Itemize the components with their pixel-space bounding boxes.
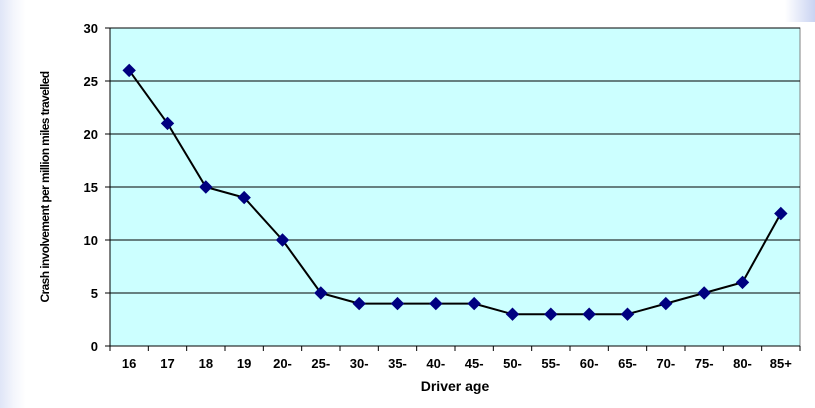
y-tick-label: 10: [84, 233, 98, 248]
data-point-marker: [160, 116, 175, 131]
data-point-marker: [122, 63, 136, 78]
axes: [109, 28, 801, 351]
x-tick-label: 19: [237, 356, 251, 371]
x-tick-label: 50-: [503, 356, 522, 371]
data-point-marker: [237, 190, 251, 205]
y-axis-title: Crash involvement per million miles trav…: [38, 71, 52, 302]
x-tick-label: 17: [160, 356, 174, 371]
x-tick-label: 40-: [426, 356, 445, 371]
y-tick-label: 15: [84, 180, 98, 195]
data-point-marker: [582, 307, 596, 321]
x-tick-label: 65-: [618, 356, 637, 371]
y-tick-labels: 0 5 10 15 20 25 30: [84, 21, 98, 354]
x-axis-title: Driver age: [421, 378, 490, 394]
y-tick-label: 0: [91, 339, 98, 354]
data-point-marker: [390, 296, 405, 311]
data-points: [122, 63, 788, 321]
x-tick-label: 45-: [465, 356, 484, 371]
data-point-marker: [314, 286, 328, 300]
x-tick-label: 35-: [388, 356, 407, 371]
x-tick-label: 70-: [656, 356, 675, 371]
data-point-marker: [697, 286, 711, 300]
y-tick-label: 30: [84, 21, 98, 36]
data-point-marker: [505, 307, 520, 321]
x-tick-label: 85+: [770, 356, 792, 371]
y-tick-label: 20: [84, 127, 98, 142]
data-point-marker: [199, 180, 213, 194]
x-tick-label: 16: [122, 356, 136, 371]
data-point-marker: [620, 307, 635, 321]
x-tick-label: 25-: [311, 356, 330, 371]
x-tick-labels: 16 17 18 19 20- 25- 30- 35- 40- 45- 50- 55- 60- 65- 70…: [122, 356, 792, 371]
data-point-marker: [774, 206, 788, 221]
y-tick-label: 5: [91, 286, 98, 301]
data-point-marker: [544, 307, 558, 321]
x-tick-label: 55-: [541, 356, 560, 371]
data-point-marker: [659, 296, 673, 311]
x-tick-label: 20-: [273, 356, 292, 371]
series-line: [128, 69, 782, 316]
data-point-marker: [429, 296, 443, 311]
x-tick-label: 60-: [580, 356, 599, 371]
data-point-marker: [467, 296, 481, 311]
data-point-marker: [352, 296, 366, 311]
x-tick-label: 80-: [733, 356, 752, 371]
x-tick-label: 30-: [350, 356, 369, 371]
x-tick-label: 75-: [695, 356, 714, 371]
gridlines: [105, 27, 800, 347]
data-point-marker: [275, 233, 290, 247]
y-tick-label: 25: [84, 74, 98, 89]
x-tick-label: 18: [199, 356, 213, 371]
data-point-marker: [735, 275, 750, 290]
